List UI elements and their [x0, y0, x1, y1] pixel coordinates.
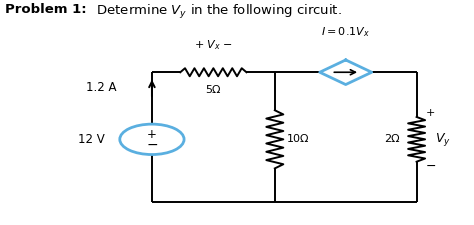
Text: +: +	[426, 108, 436, 117]
Text: Problem 1:: Problem 1:	[5, 3, 87, 16]
Text: 1.2 A: 1.2 A	[86, 81, 117, 94]
Text: 10Ω: 10Ω	[287, 134, 309, 144]
Text: $V_y$: $V_y$	[436, 131, 451, 148]
Text: 5Ω: 5Ω	[206, 85, 221, 95]
Text: 2Ω: 2Ω	[384, 134, 400, 144]
Text: + $V_x$ −: + $V_x$ −	[194, 38, 233, 52]
Text: Determine $V_y$ in the following circuit.: Determine $V_y$ in the following circuit…	[88, 3, 342, 21]
Text: −: −	[426, 160, 437, 173]
Text: $I=0.1V_x$: $I=0.1V_x$	[321, 25, 370, 39]
Text: −: −	[146, 138, 158, 152]
Text: +: +	[146, 128, 156, 141]
Text: 12 V: 12 V	[78, 133, 105, 146]
